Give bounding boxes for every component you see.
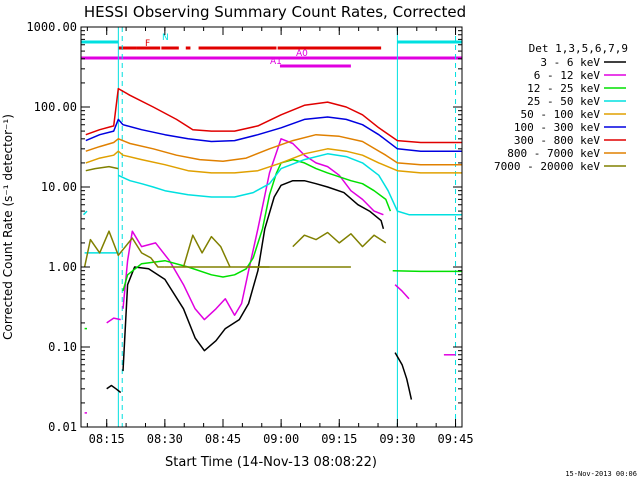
- series-line: [392, 269, 463, 273]
- flag-label-a1: A1: [270, 57, 282, 67]
- x-tick-label: 08:30: [147, 432, 183, 446]
- x-tick-label: 09:45: [437, 432, 473, 446]
- x-axis-ticks: 08:15 08:30 08:45 09:00 09:15 09:30 09:45: [86, 27, 474, 446]
- x-tick-label: 09:15: [321, 432, 357, 446]
- series-lines: [82, 87, 463, 414]
- cyan-vertical-lines: [117, 27, 457, 427]
- chart-title: HESSI Observing Summary Count Rates, Cor…: [84, 3, 466, 21]
- series-line: [122, 179, 385, 372]
- legend-label: 50 - 100 keV: [521, 108, 601, 121]
- legend-label: 800 - 7000 keV: [507, 147, 600, 160]
- series-line: [394, 284, 410, 300]
- legend-label: 3 - 6 keV: [540, 56, 600, 69]
- x-tick-label: 09:30: [379, 432, 415, 446]
- series-line: [122, 158, 392, 292]
- series-line: [292, 231, 387, 248]
- flag-label-a0: A0: [296, 49, 308, 59]
- series-line: [83, 230, 165, 268]
- series-line: [106, 384, 122, 394]
- flag-label-f: F: [145, 39, 150, 49]
- legend-label: 300 - 800 keV: [514, 134, 600, 147]
- series-line: [117, 153, 463, 216]
- flag-label-n: N: [162, 33, 169, 43]
- series-line: [85, 133, 463, 166]
- legend-title: Det 1,3,5,6,7,9: [529, 42, 628, 55]
- y-tick-label: 1.00: [48, 260, 77, 274]
- footer-date: 15-Nov-2013 00:06: [565, 470, 637, 478]
- legend-label: 100 - 300 keV: [514, 121, 600, 134]
- x-axis-label: Start Time (14-Nov-13 08:08:22): [165, 455, 377, 470]
- legend-label: 6 - 12 keV: [534, 69, 601, 82]
- series-line: [182, 234, 231, 268]
- plot-frame: [80, 26, 463, 428]
- x-tick-label: 08:15: [89, 432, 125, 446]
- series-line: [82, 210, 88, 216]
- series-line: [85, 148, 463, 174]
- series-line: [85, 116, 463, 152]
- y-tick-label: 1000.00: [26, 20, 77, 34]
- x-tick-label: 08:45: [205, 432, 241, 446]
- series-line: [106, 317, 121, 324]
- y-tick-label: 0.01: [48, 420, 77, 434]
- y-axis-ticks: 0.01 0.10 1.00 10.00 100.00 1000.00: [26, 20, 462, 434]
- legend-label: 12 - 25 keV: [527, 82, 600, 95]
- series-line: [394, 352, 413, 400]
- y-tick-label: 100.00: [34, 100, 77, 114]
- legend-label: 25 - 50 keV: [527, 95, 600, 108]
- flag-bars: N F A0 A1: [81, 33, 462, 68]
- x-tick-label: 09:00: [263, 432, 299, 446]
- y-tick-label: 10.00: [41, 180, 77, 194]
- series-line: [122, 138, 384, 321]
- series-line: [85, 165, 119, 172]
- y-tick-label: 0.10: [48, 340, 77, 354]
- legend-label: 7000 - 20000 keV: [494, 160, 600, 173]
- series-line: [85, 87, 463, 144]
- y-axis-label: Corrected Count Rate (s⁻¹ detector⁻¹): [1, 114, 15, 340]
